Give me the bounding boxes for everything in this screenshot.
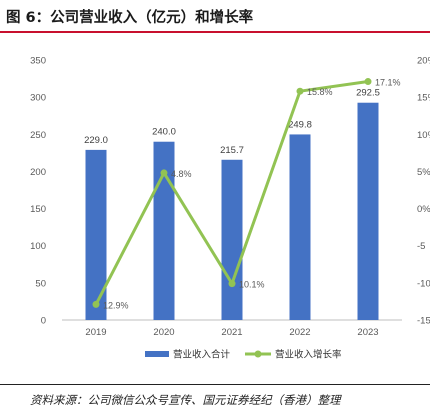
- page-title: 图 6：公司营业收入（亿元）和增长率: [6, 10, 254, 26]
- y-right-tick-label: 0%: [417, 204, 430, 215]
- growth-value-label: 17.1%: [375, 78, 401, 88]
- growth-point-2020: [160, 169, 168, 177]
- bar-value-label: 292.5: [356, 88, 380, 99]
- y-left-tick-label: 50: [35, 278, 46, 289]
- y-left-tick-label: 350: [30, 56, 46, 67]
- growth-value-label: 12.9%: [103, 300, 129, 310]
- bar-value-label: 215.7: [220, 145, 244, 156]
- x-tick-label: 2019: [85, 327, 106, 338]
- title-bar: 图 6：公司营业收入（亿元）和增长率: [0, 0, 430, 33]
- bar-value-label: 249.8: [288, 119, 312, 130]
- chart: 0 50 100 150 200 250 300 350 -15 -10 -5 0% 5% 10% 15% 2…: [30, 56, 430, 361]
- source-note: 资料来源：公司微信公众号宣传、国元证券经纪（香港）整理: [30, 393, 341, 407]
- legend-line-marker: [254, 350, 262, 358]
- bar-2019: [85, 149, 107, 320]
- y-right-tick-label: -5: [417, 241, 425, 252]
- growth-point-2023: [364, 78, 372, 86]
- y-right-tick-label: 15%: [417, 93, 430, 104]
- bar-2021: [221, 159, 243, 320]
- legend-bar-label: 营业收入合计: [173, 349, 231, 361]
- x-tick-label: 2023: [357, 327, 378, 338]
- growth-point-2021: [228, 280, 236, 288]
- growth-point-2019: [92, 300, 100, 308]
- y-right-tick-label: -15: [417, 316, 430, 327]
- y-right-tick-label: -10: [417, 278, 430, 289]
- bar-2022: [289, 134, 311, 320]
- bar-2023: [357, 102, 379, 320]
- y-right-tick-label: 10%: [417, 130, 430, 141]
- x-tick-label: 2022: [289, 327, 310, 338]
- y-left-tick-label: 200: [30, 167, 46, 178]
- y-right-tick-label: 20%: [417, 56, 430, 67]
- y-right-tick-label: 5%: [417, 167, 430, 178]
- source-divider: [0, 384, 430, 385]
- bar-value-label: 229.0: [84, 135, 108, 146]
- legend-line-label: 营业收入增长率: [275, 349, 342, 361]
- growth-value-label: 4.8%: [171, 169, 192, 179]
- growth-value-label: 10.1%: [239, 280, 265, 290]
- x-tick-label: 2020: [153, 327, 174, 338]
- y-left-tick-label: 300: [30, 93, 46, 104]
- y-left-tick-label: 250: [30, 130, 46, 141]
- y-left-tick-label: 100: [30, 241, 46, 252]
- x-tick-label: 2021: [221, 327, 242, 338]
- legend-bar-swatch: [145, 351, 169, 357]
- growth-point-2022: [296, 87, 304, 95]
- growth-value-label: 15.8%: [307, 87, 333, 97]
- bar-value-label: 240.0: [152, 127, 176, 138]
- y-left-tick-label: 150: [30, 204, 46, 215]
- y-left-tick-label: 0: [41, 316, 46, 327]
